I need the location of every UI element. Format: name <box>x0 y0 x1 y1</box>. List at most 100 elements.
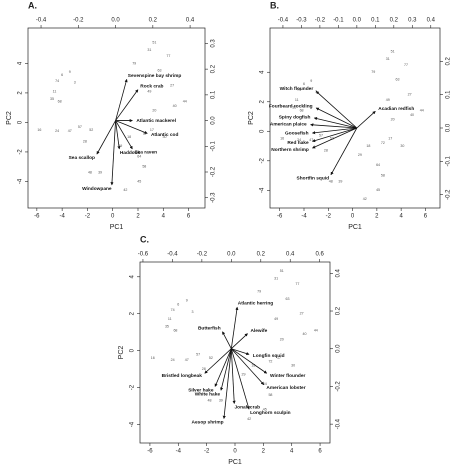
tick-label: 0.2 <box>149 18 158 24</box>
tick-label: 0.1 <box>371 18 380 24</box>
loading-arrow <box>115 78 128 121</box>
score-label: 72 <box>268 360 272 364</box>
score-label: 45 <box>137 179 141 183</box>
loading-label: American lobster <box>266 385 305 391</box>
score-label: 79 <box>257 290 261 294</box>
score-label: 68 <box>300 109 304 113</box>
score-label: 16 <box>280 137 284 141</box>
tick-label: 0.0 <box>336 344 342 353</box>
tick-label: 0.4 <box>427 18 436 24</box>
score-label: 16 <box>151 356 155 360</box>
score-label: 79 <box>371 70 375 74</box>
score-label: 52 <box>89 128 93 132</box>
loading-label: Sevenspine bay shrimp <box>128 73 182 79</box>
loading-arrow <box>115 120 133 150</box>
score-label: 42 <box>363 197 367 201</box>
loading-arrow <box>356 110 376 129</box>
loading-label: Atlantic mackerel <box>136 118 176 124</box>
score-label: 17 <box>388 137 392 141</box>
score-label: 51 <box>391 50 395 54</box>
score-label: 16 <box>37 128 41 132</box>
score-label: 28 <box>83 140 87 144</box>
score-label: 11 <box>53 89 57 93</box>
loading-arrow <box>230 306 239 349</box>
tick-label: 2 <box>260 99 266 103</box>
tick-label: -2 <box>326 214 332 220</box>
score-label: 44 <box>314 328 318 332</box>
score-label: 20 <box>280 338 284 342</box>
loading-arrow <box>214 348 232 387</box>
score-label: 20 <box>391 117 395 121</box>
tick-label: -0.4 <box>336 418 342 429</box>
score-label: 31 <box>147 48 151 52</box>
tick-label: 0.1 <box>211 90 217 99</box>
loading-arrow <box>96 120 116 155</box>
loading-arrow <box>330 127 358 176</box>
score-label: 64 <box>263 382 267 386</box>
score-label: 27 <box>408 92 412 96</box>
loading-label: Goosefish <box>285 131 309 137</box>
tick-label: -4 <box>18 178 24 184</box>
score-label: 47 <box>185 358 189 362</box>
loading-label: Acadian redfish <box>378 106 414 112</box>
score-label: 68 <box>58 100 62 104</box>
score-label: 77 <box>404 63 408 67</box>
score-label: 47 <box>68 129 72 133</box>
tick-label: -4 <box>130 421 136 427</box>
score-label: 57 <box>319 134 323 138</box>
tick-label: 0.4 <box>336 268 342 277</box>
tick-label: 4 <box>162 214 166 220</box>
score-label: 20 <box>152 109 156 113</box>
tick-label: 0.3 <box>408 18 417 24</box>
score-label: 9 <box>69 70 71 74</box>
score-label: 45 <box>263 408 267 412</box>
score-label: 6 <box>61 73 63 77</box>
loading-arrow <box>311 127 357 135</box>
score-label: 58 <box>268 393 272 397</box>
loading-label: Winter flounder <box>270 373 306 379</box>
tick-label: -0.2 <box>446 189 452 200</box>
score-label: 58 <box>142 165 146 169</box>
tick-label: -0.1 <box>211 140 217 151</box>
score-label: 24 <box>297 138 301 142</box>
tick-label: -0.1 <box>333 18 344 24</box>
loading-arrow <box>315 90 358 129</box>
score-label: 39 <box>98 171 102 175</box>
loading-label: Atlantic cod <box>151 132 179 138</box>
tick-label: -0.2 <box>336 381 342 392</box>
score-label: 64 <box>137 154 141 158</box>
score-label: 40 <box>410 113 414 117</box>
score-label: 74 <box>171 308 175 312</box>
tick-label: -4 <box>260 187 266 193</box>
score-label: 3 <box>191 310 193 314</box>
y-axis-label: PC2 <box>248 111 255 125</box>
score-label: 48 <box>88 171 92 175</box>
tick-label: -2 <box>85 214 91 220</box>
loading-arrow <box>220 348 232 391</box>
score-label: 35 <box>165 325 169 329</box>
loading-arrow <box>311 127 357 143</box>
loading-label: Longfin squid <box>253 353 285 359</box>
score-label: 18 <box>366 144 370 148</box>
tick-label: 2 <box>130 311 136 315</box>
score-label: 74 <box>55 79 59 83</box>
tick-label: -6 <box>147 449 153 455</box>
score-label: 27 <box>300 312 304 316</box>
score-label: 30 <box>400 144 404 148</box>
score-label: 28 <box>202 367 206 371</box>
score-label: 63 <box>157 69 161 73</box>
loading-arrow <box>204 348 232 374</box>
tick-label: 0.6 <box>316 252 325 258</box>
x-axis-label: PC1 <box>228 459 242 466</box>
loading-arrow <box>231 348 250 356</box>
loading-label: Windowpane <box>82 186 112 192</box>
score-label: 79 <box>132 61 136 65</box>
tick-label: 0 <box>260 129 266 133</box>
score-label: 64 <box>376 163 380 167</box>
score-label: 49 <box>274 317 278 321</box>
loading-arrow <box>222 331 232 349</box>
tick-label: -2 <box>260 157 266 163</box>
panel-title: B. <box>270 0 279 10</box>
score-label: 9 <box>310 79 312 83</box>
